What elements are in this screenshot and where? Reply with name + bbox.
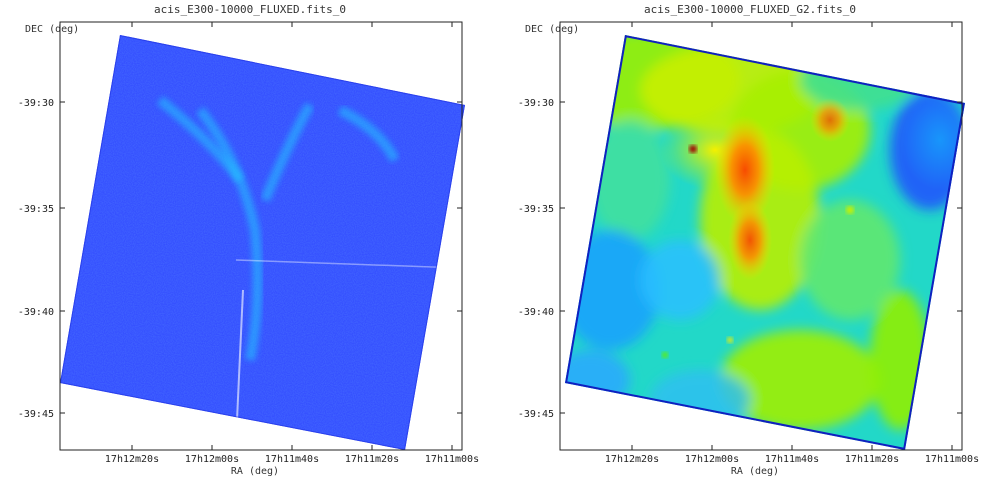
right-image-data: [565, 35, 965, 450]
axes-frame: [59, 21, 463, 451]
y-tick-label: -39:45: [18, 409, 54, 420]
left-image-panel: acis_E300-10000_FLUXED.fits_0 DEC (deg) …: [18, 3, 479, 477]
x-tick-label: 17h11m40s: [265, 454, 319, 465]
x-tick-label: 17h11m00s: [925, 454, 979, 465]
y-tick-label: -39:40: [18, 307, 54, 318]
y-tick-label: -39:35: [518, 204, 554, 215]
x-tick-label: 17h12m20s: [105, 454, 159, 465]
y-axis-label: DEC (deg): [25, 24, 80, 35]
x-axis-label: RA (deg): [730, 466, 780, 477]
left-image-data: [60, 35, 465, 450]
right-image-panel: acis_E300-10000_FLUXED_G2.fits_0 DEC (de…: [500, 0, 1000, 489]
y-tick-label: -39:30: [18, 98, 54, 109]
x-tick-label: 17h11m00s: [425, 454, 479, 465]
x-axis-label: RA (deg): [230, 466, 280, 477]
panel-title: acis_E300-10000_FLUXED.fits_0: [153, 3, 347, 16]
x-tick-label: 17h11m20s: [345, 454, 399, 465]
x-tick-label: 17h11m40s: [765, 454, 819, 465]
x-tick-label: 17h12m20s: [605, 454, 659, 465]
y-tick-label: -39:45: [518, 409, 554, 420]
axes-frame: [559, 21, 963, 451]
x-tick-label: 17h12m00s: [185, 454, 239, 465]
y-tick-label: -39:35: [18, 204, 54, 215]
panel-title: acis_E300-10000_FLUXED_G2.fits_0: [644, 3, 856, 16]
y-tick-label: -39:40: [518, 307, 554, 318]
left-image-plot: -39:30 -39:35 -39:40 -39:45 17h12m20s 17h12m0…: [18, 21, 479, 465]
right-image-plot: -39:30 -39:35 -39:40 -39:45 17h12m20s 17h12m0…: [518, 21, 979, 465]
x-tick-label: 17h11m20s: [845, 454, 899, 465]
y-axis-label: DEC (deg): [525, 24, 580, 35]
x-tick-label: 17h12m00s: [685, 454, 739, 465]
y-tick-label: -39:30: [518, 98, 554, 109]
